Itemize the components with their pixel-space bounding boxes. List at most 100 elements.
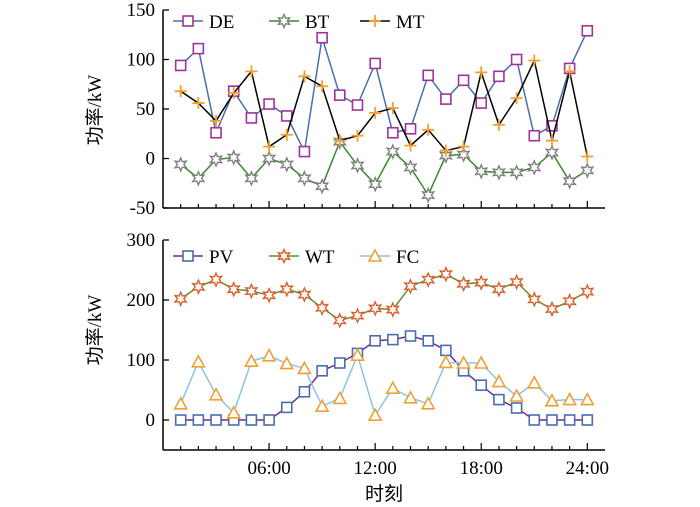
data-point bbox=[387, 126, 399, 139]
data-point bbox=[528, 129, 541, 142]
data-point bbox=[474, 163, 489, 180]
legend-item-bt: BT bbox=[269, 12, 330, 33]
data-point bbox=[404, 123, 417, 135]
data-point bbox=[174, 85, 187, 98]
data-point bbox=[544, 144, 560, 161]
data-point bbox=[314, 299, 330, 317]
data-point bbox=[333, 134, 346, 147]
data-point bbox=[491, 280, 507, 298]
data-point bbox=[280, 110, 293, 122]
chart-top-panel: 150 100 50 0 -50 功率/kW DE BT MT bbox=[84, 0, 605, 219]
data-point bbox=[421, 186, 436, 204]
data-point bbox=[546, 120, 558, 132]
data-point bbox=[510, 402, 523, 414]
data-point bbox=[208, 387, 224, 401]
legend-marker bbox=[367, 248, 383, 262]
data-point bbox=[210, 414, 222, 426]
data-point bbox=[316, 31, 328, 44]
data-point bbox=[333, 89, 346, 101]
legend-marker bbox=[369, 15, 381, 27]
data-point bbox=[263, 414, 275, 426]
legend-item-de: DE bbox=[173, 12, 234, 33]
data-point bbox=[440, 93, 452, 105]
series-line bbox=[180, 352, 588, 417]
data-point bbox=[244, 170, 259, 187]
data-point bbox=[439, 144, 452, 157]
data-point bbox=[528, 54, 541, 67]
data-point bbox=[422, 334, 435, 347]
series-wt bbox=[173, 265, 595, 329]
y-tick-label: 150 bbox=[127, 0, 156, 21]
data-point bbox=[191, 170, 206, 187]
data-point bbox=[527, 291, 542, 308]
data-point bbox=[297, 286, 312, 303]
data-point bbox=[192, 42, 205, 55]
y-tick-label: 300 bbox=[127, 230, 156, 251]
data-point bbox=[440, 344, 452, 357]
data-point bbox=[245, 65, 258, 78]
data-point bbox=[581, 24, 594, 37]
legend-label: DE bbox=[209, 12, 234, 33]
data-point bbox=[297, 360, 312, 375]
data-point bbox=[457, 74, 470, 87]
data-point bbox=[544, 300, 560, 318]
y-axis-label: 功率/kW bbox=[84, 295, 106, 366]
data-point bbox=[386, 102, 399, 115]
series-line bbox=[180, 58, 589, 157]
data-point bbox=[226, 405, 242, 419]
data-point bbox=[297, 170, 312, 187]
data-point bbox=[298, 145, 311, 158]
data-point bbox=[261, 286, 277, 304]
data-point bbox=[526, 375, 542, 389]
y-tick-label: 200 bbox=[127, 290, 156, 311]
data-point bbox=[350, 347, 365, 362]
data-point bbox=[332, 312, 347, 329]
legend-label: WT bbox=[305, 247, 335, 268]
legend-item-pv: PV bbox=[173, 247, 234, 268]
data-point bbox=[581, 150, 594, 163]
legend-marker bbox=[276, 12, 292, 30]
data-point bbox=[173, 290, 188, 308]
data-point bbox=[579, 391, 595, 406]
legend-marker bbox=[182, 250, 194, 262]
legend-marker bbox=[182, 15, 194, 27]
data-point bbox=[244, 353, 259, 368]
y-axis-label: 功率/kW bbox=[84, 75, 106, 146]
x-axis-label: 时刻 bbox=[365, 483, 403, 505]
data-point bbox=[580, 162, 595, 179]
data-point bbox=[279, 156, 294, 173]
x-tick-label: 24:00 bbox=[566, 458, 609, 479]
data-point bbox=[369, 106, 382, 119]
data-point bbox=[192, 97, 205, 110]
data-point bbox=[528, 414, 541, 426]
data-point bbox=[245, 414, 258, 426]
y-tick-label: 100 bbox=[127, 350, 156, 371]
data-point bbox=[403, 390, 418, 404]
data-point bbox=[457, 140, 470, 153]
data-point bbox=[404, 139, 417, 152]
data-point bbox=[475, 97, 488, 109]
data-point bbox=[369, 57, 381, 70]
data-point bbox=[173, 156, 188, 173]
data-point bbox=[474, 274, 489, 291]
data-point bbox=[367, 407, 383, 422]
series-line bbox=[180, 30, 588, 155]
data-point bbox=[403, 159, 418, 176]
data-point bbox=[191, 354, 206, 368]
data-point bbox=[367, 175, 383, 193]
data-point bbox=[298, 385, 311, 398]
data-point bbox=[174, 414, 187, 426]
chart-bottom-panel: 300 200 100 0 06:00 12:00 18:00 24:00 功率/kW 时刻 PV W… bbox=[84, 230, 609, 505]
series-de bbox=[174, 24, 594, 158]
data-point bbox=[316, 80, 329, 93]
y-tick-label: 0 bbox=[146, 149, 156, 170]
data-point bbox=[210, 114, 223, 127]
data-point bbox=[456, 275, 471, 293]
data-point bbox=[562, 173, 577, 190]
series-pv bbox=[174, 330, 594, 426]
y-tick-label: 50 bbox=[136, 99, 155, 120]
data-point bbox=[527, 159, 542, 176]
data-point bbox=[562, 391, 577, 406]
data-point bbox=[369, 334, 381, 347]
data-point bbox=[456, 355, 471, 369]
